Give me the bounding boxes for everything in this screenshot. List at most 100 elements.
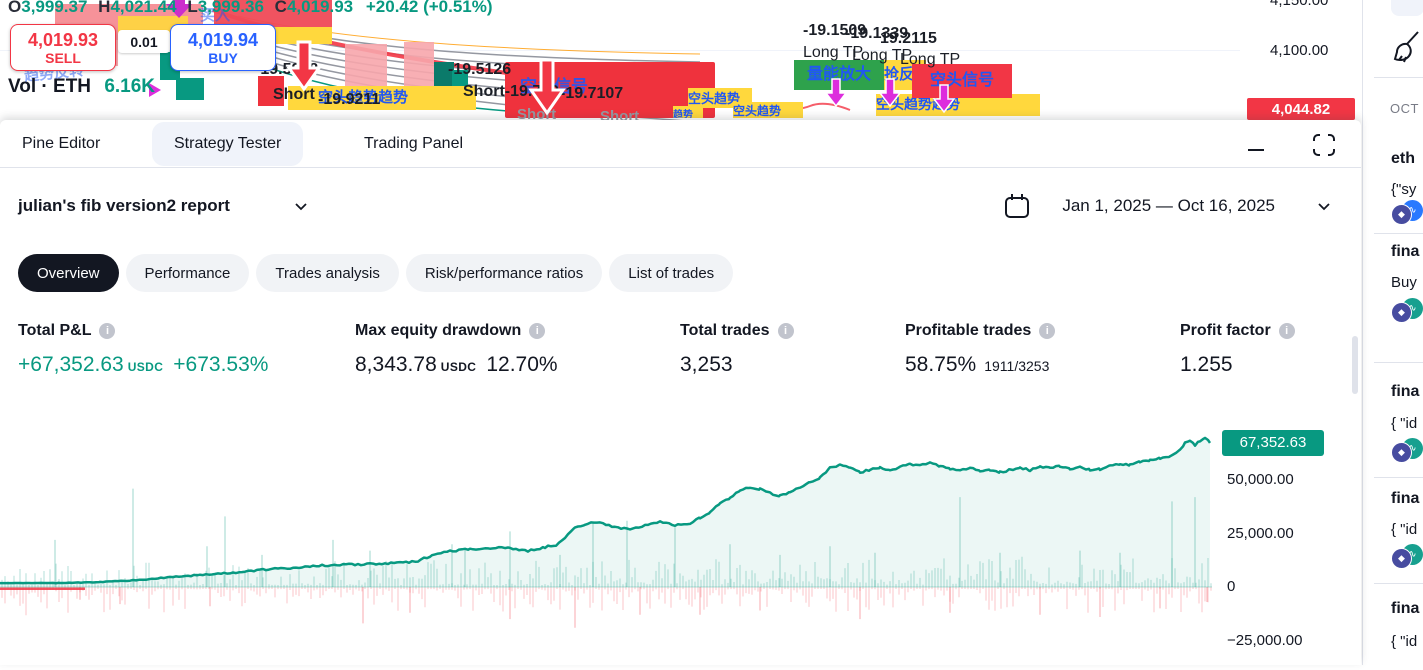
sell-button[interactable]: 4,019.93 SELL xyxy=(10,24,116,71)
stat-max-drawdown: Max equity drawdown i 8,343.78 USDC 12.70% xyxy=(355,322,558,377)
divider xyxy=(1374,583,1423,584)
divider xyxy=(1374,233,1423,234)
tab-trading-panel[interactable]: Trading Panel xyxy=(364,135,464,152)
stat-extra: 1911/3253 xyxy=(984,358,1050,374)
watchlist-item-subtitle: { "id xyxy=(1391,633,1418,650)
stat-label: Profit factor xyxy=(1180,322,1271,339)
sell-label: SELL xyxy=(45,49,81,66)
section-overview[interactable]: Overview xyxy=(18,254,119,292)
calendar-icon[interactable] xyxy=(1003,192,1031,225)
divider xyxy=(1374,362,1423,363)
date-range-selector[interactable]: Jan 1, 2025 — Oct 16, 2025 xyxy=(1062,196,1275,215)
chevron-down-icon[interactable] xyxy=(294,202,308,212)
pink-zone-decor xyxy=(404,42,434,88)
stat-label: Total P&L xyxy=(18,322,92,339)
info-icon[interactable]: i xyxy=(1039,323,1056,339)
open-value: 3,999.37 xyxy=(21,0,88,16)
equity-curve-svg xyxy=(0,436,1212,628)
low-label: L xyxy=(187,0,198,16)
fib-level-label: -19.9211 xyxy=(318,91,381,108)
watchlist-item-subtitle: Buy xyxy=(1391,274,1417,291)
maximize-icon xyxy=(1313,134,1335,156)
watchlist-item-title[interactable]: fina xyxy=(1391,243,1420,260)
divider xyxy=(1374,77,1423,78)
volume-row: Vol · ETH 6.16K xyxy=(8,76,155,98)
price-gridline xyxy=(0,50,1240,51)
stat-value: 3,253 xyxy=(680,353,733,376)
fib-level-label: -19.7107 xyxy=(560,85,624,102)
stat-value: 58.75% xyxy=(905,353,977,376)
price-axis-label: 4,100.00 xyxy=(1270,42,1329,59)
fib-level-label: -19.1339 xyxy=(845,25,909,42)
info-icon[interactable]: i xyxy=(1278,323,1295,339)
report-sections: Overview Performance Trades analysis Ris… xyxy=(18,254,734,292)
asset-icon-pair: ∿ ◆ xyxy=(1391,298,1423,324)
stat-total-pnl: Total P&L i +67,352.63 USDC +673.53% xyxy=(18,322,268,377)
red-zone-decor xyxy=(258,76,284,106)
section-risk-ratios[interactable]: Risk/performance ratios xyxy=(405,254,603,292)
toolbar-button[interactable] xyxy=(1391,0,1423,16)
short-label: Short xyxy=(600,108,640,122)
right-sidebar: OCT eth {"sy ∿ ◆ fina Buy ∿ ◆ fina { "id ∿… xyxy=(1362,0,1423,665)
panel-header: Pine Editor Strategy Tester Trading Pane… xyxy=(0,120,1361,168)
equity-y-tick: −25,000.00 xyxy=(1227,631,1303,649)
watchlist-item-subtitle: {"sy xyxy=(1391,181,1417,198)
price-axis-label: 4,150.00 xyxy=(1270,0,1329,9)
buy-button[interactable]: 4,019.94 BUY xyxy=(170,24,276,71)
equity-curve-chart: 67,352.63 50,000.00 25,000.00 0 −25,000.00 xyxy=(0,420,1361,665)
pink-zone-decor xyxy=(345,44,387,88)
magenta-down-arrow-icon xyxy=(824,78,848,108)
sidebar-month-label: OCT xyxy=(1390,101,1419,116)
spread-value: 0.01 xyxy=(118,30,170,53)
magenta-down-arrow-icon xyxy=(878,78,902,108)
stat-label: Profitable trades xyxy=(905,322,1032,339)
minimize-icon xyxy=(1248,149,1264,151)
magenta-down-arrow-icon xyxy=(166,0,192,18)
info-icon[interactable]: i xyxy=(777,323,794,339)
stat-unit: USDC xyxy=(440,360,477,374)
close-value: 4,019.93 xyxy=(286,0,354,16)
minimize-button[interactable] xyxy=(1243,132,1269,158)
report-title-dropdown[interactable]: julian's fib version2 report xyxy=(18,196,230,215)
stat-total-trades: Total trades i 3,253 xyxy=(680,322,794,377)
watchlist-item-title[interactable]: fina xyxy=(1391,600,1420,617)
stat-value: 1.255 xyxy=(1180,353,1233,376)
magenta-triangle-icon xyxy=(149,83,161,97)
close-label: C xyxy=(274,0,287,16)
eraser-brush-icon[interactable] xyxy=(1392,30,1422,66)
stat-extra: 12.70% xyxy=(486,353,558,376)
stat-label: Total trades xyxy=(680,322,770,339)
watchlist-item-title[interactable]: fina xyxy=(1391,383,1420,400)
red-zone-decor xyxy=(214,0,332,28)
info-icon[interactable]: i xyxy=(99,323,116,339)
section-list-of-trades[interactable]: List of trades xyxy=(609,254,734,292)
buy-label: BUY xyxy=(208,49,238,66)
price-chart-strip: 空头趋势 空头趋势趋势 趋势 空头趋势 空头趋势 空头趋势趋势 抢反 量能放大 … xyxy=(0,0,1363,122)
info-icon[interactable]: i xyxy=(529,323,546,339)
fib-level-label: -19.5126 xyxy=(448,61,512,78)
tab-strategy-tester[interactable]: Strategy Tester xyxy=(152,122,304,166)
stat-profit-factor: Profit factor i 1.255 xyxy=(1180,322,1295,377)
low-value: 3,999.36 xyxy=(197,0,264,16)
watchlist-item-title[interactable]: eth xyxy=(1391,150,1415,167)
asset-icon-pair: ∿ ◆ xyxy=(1391,200,1423,226)
eth-icon: ◆ xyxy=(1391,204,1412,225)
equity-y-tick: 50,000.00 xyxy=(1227,471,1294,488)
eth-icon: ◆ xyxy=(1391,442,1412,463)
chevron-down-icon[interactable] xyxy=(1317,202,1331,212)
tab-pine-editor[interactable]: Pine Editor xyxy=(22,135,101,152)
asset-icon-pair: ∿ ◆ xyxy=(1391,438,1423,464)
asset-icon-pair: ∿ ◆ xyxy=(1391,544,1423,570)
scrollbar-thumb[interactable] xyxy=(1352,336,1358,394)
stat-value: 8,343.78 xyxy=(355,353,437,376)
section-performance[interactable]: Performance xyxy=(125,254,250,292)
watchlist-item-title[interactable]: fina xyxy=(1391,490,1420,507)
red-down-arrow-icon xyxy=(286,40,322,92)
short-signal-tag: 空头信号 xyxy=(912,64,1012,98)
section-trades-analysis[interactable]: Trades analysis xyxy=(256,254,399,292)
last-price-badge: 4,044.82 xyxy=(1247,98,1355,120)
short-trend-tag: 趋势 xyxy=(673,106,703,118)
maximize-button[interactable] xyxy=(1311,132,1337,158)
fib-level-label: -19.1509 xyxy=(803,22,867,39)
eth-icon: ◆ xyxy=(1391,302,1412,323)
